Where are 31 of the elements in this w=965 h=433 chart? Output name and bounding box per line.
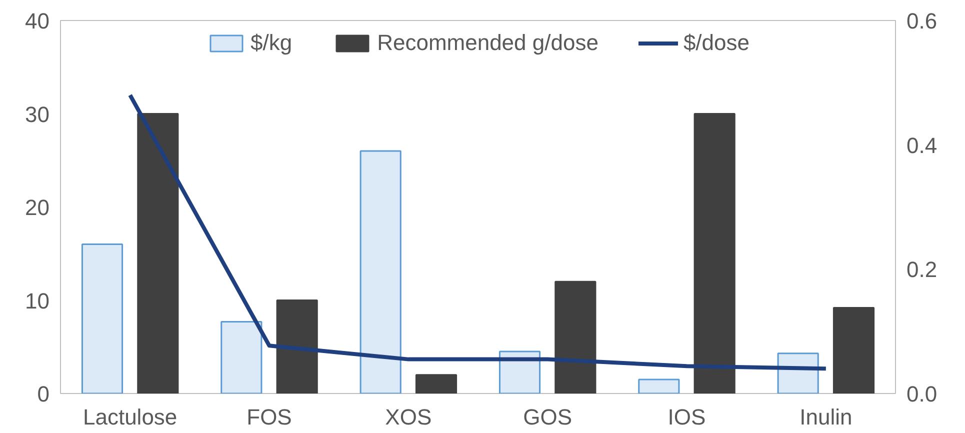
bar [498,350,541,394]
bar [137,113,179,394]
y-tick-label: 10 [25,288,50,314]
bar [832,306,875,394]
y2-tick-label: 0.4 [906,132,938,158]
legend-label: Recommended g/dose [377,30,598,56]
y-tick-label: 30 [25,102,50,127]
x-tick-label: Lactulose [82,404,178,430]
y-tick-label: 20 [25,195,50,220]
bar [360,150,402,394]
line-series [128,93,828,371]
x-tick-label: FOS [246,404,292,430]
y-tick-label: 40 [25,8,50,34]
bar [81,244,124,394]
legend-label: $/dose [683,30,750,56]
x-tick-label: Inulin [800,404,852,430]
bar [220,320,262,394]
y2-tick-label: 0.2 [906,257,938,282]
bar [694,113,736,394]
bar [276,300,318,394]
bar [554,280,596,394]
y-tick-label: 0 [37,382,50,406]
legend-label: $/kg [250,30,292,56]
y2-tick-label: 0.0 [906,382,938,406]
x-tick-label: IOS [668,404,706,430]
x-tick-label: GOS [523,404,572,430]
y2-tick-label: 0.6 [906,8,938,34]
x-tick-label: XOS [385,404,432,430]
bar [415,374,458,394]
bar [777,352,819,394]
bar [638,378,680,394]
